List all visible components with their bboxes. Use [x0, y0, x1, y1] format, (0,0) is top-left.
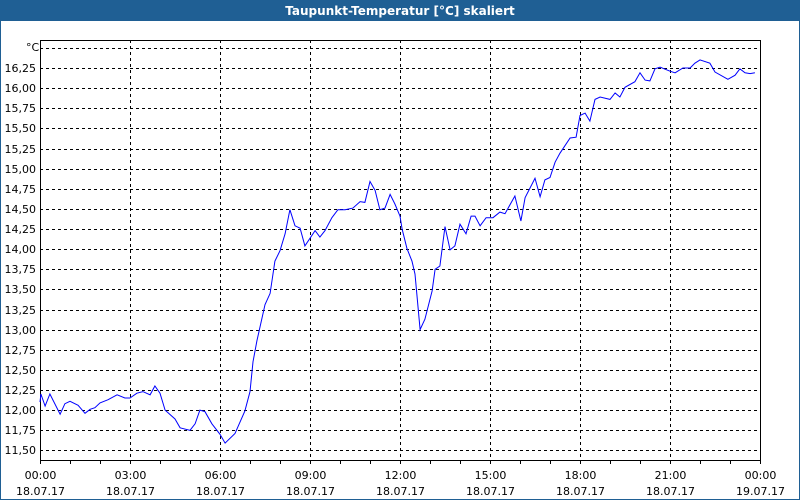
x-tick-date: 18.07.17 — [646, 485, 695, 498]
y-tick-label: 14,25 — [5, 223, 37, 236]
y-tick-label: 14,00 — [5, 243, 37, 256]
y-tick-label: 15,00 — [5, 163, 37, 176]
y-tick-label: 12,50 — [5, 364, 37, 377]
y-tick-label: 12,00 — [5, 404, 37, 417]
x-tick-time: 18:00 — [565, 469, 597, 482]
y-tick-label: 15,75 — [5, 102, 37, 115]
y-tick-label: 14,50 — [5, 203, 37, 216]
y-tick-label: 13,50 — [5, 283, 37, 296]
series-line-taupunkt — [39, 59, 755, 444]
x-tick-time: 15:00 — [475, 469, 507, 482]
x-tick-time: 00:00 — [25, 469, 57, 482]
x-tick-date: 18.07.17 — [196, 485, 245, 498]
x-tick-time: 03:00 — [115, 469, 147, 482]
x-tick-time: 09:00 — [295, 469, 327, 482]
axes — [40, 40, 761, 464]
y-tick-label: 16,00 — [5, 82, 37, 95]
y-tick-label: 15,25 — [5, 143, 37, 156]
y-tick-label: 13,25 — [5, 304, 37, 317]
y-tick-label: 13,00 — [5, 324, 37, 337]
y-tick-label: 12,25 — [5, 384, 37, 397]
x-tick-time: 21:00 — [655, 469, 687, 482]
x-tick-date: 18.07.17 — [376, 485, 425, 498]
x-tick-time: 12:00 — [385, 469, 417, 482]
y-tick-label: 15,50 — [5, 122, 37, 135]
y-tick-label: 13,75 — [5, 263, 37, 276]
y-tick-label: 14,75 — [5, 183, 37, 196]
x-tick-date: 18.07.17 — [16, 485, 65, 498]
x-tick-date: 19.07.17 — [736, 485, 785, 498]
x-tick-time: 06:00 — [205, 469, 237, 482]
x-tick-time: 00:00 — [745, 469, 777, 482]
x-tick-date: 18.07.17 — [556, 485, 605, 498]
plot-frame — [40, 40, 761, 461]
x-tick-date: 18.07.17 — [466, 485, 515, 498]
y-tick-label: 12,75 — [5, 344, 37, 357]
y-tick-label: 11,75 — [5, 424, 37, 437]
window-title: Taupunkt-Temperatur [°C] skaliert — [1, 1, 799, 21]
x-tick-date: 18.07.17 — [286, 485, 335, 498]
y-tick-label: 16,25 — [5, 62, 37, 75]
tick-labels: 16,25 16,00 15,75 15,50 15,25 15,00 14,75 14,50… — [5, 62, 785, 498]
y-tick-label: 11,50 — [5, 444, 37, 457]
x-tick-date: 18.07.17 — [106, 485, 155, 498]
y-axis-unit: °C — [26, 41, 40, 54]
grid — [40, 40, 760, 460]
